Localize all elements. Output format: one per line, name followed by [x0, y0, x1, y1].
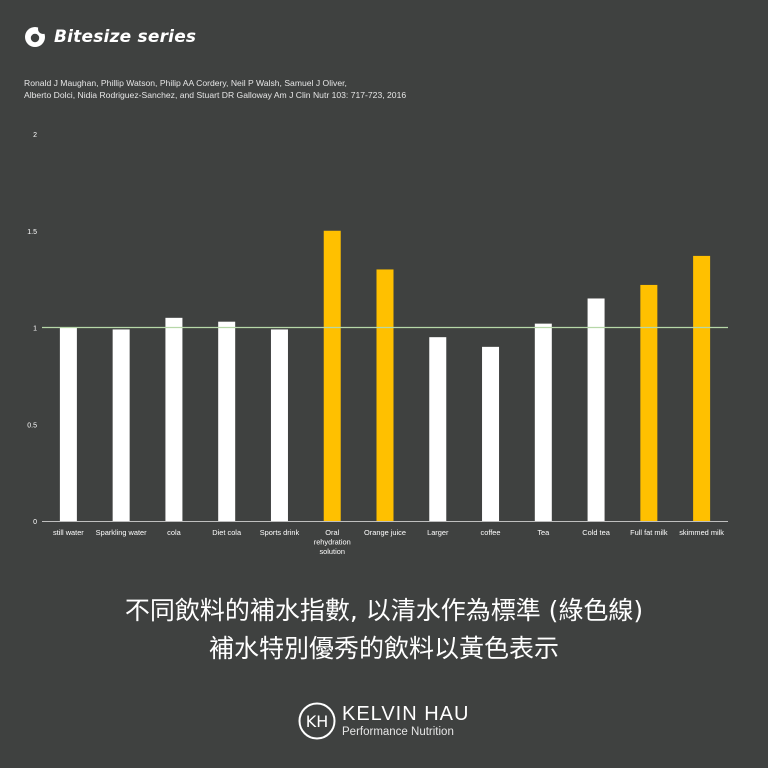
y-tick-label: 1 — [33, 326, 37, 333]
caption: 不同飲料的補水指數, 以清水作為標準 (綠色線) 補水特別優秀的飲料以黃色表示 — [0, 592, 768, 668]
x-tick-label: Sports drink — [260, 528, 300, 537]
y-tick-label: 0 — [33, 519, 37, 526]
caption-line-1: 不同飲料的補水指數, 以清水作為標準 (綠色線) — [124, 596, 644, 625]
x-tick-label: Tea — [537, 528, 550, 537]
bar-chart: 0 0.5 1 1.5 2 still water Sparkling water cola… — [27, 132, 728, 556]
bar — [482, 346, 500, 521]
citation: Ronald J Maughan, Phillip Watson, Philip… — [24, 78, 407, 100]
bar — [587, 298, 605, 521]
x-tick-label-line: Tea — [537, 528, 550, 537]
x-tick-label: Larger — [427, 528, 449, 537]
caption-line-2: 補水特別優秀的飲料以黃色表示 — [208, 634, 559, 663]
y-tick-label: 1.5 — [27, 229, 37, 236]
bar — [376, 269, 394, 521]
x-tick-label-line: skimmed milk — [679, 528, 724, 537]
x-tick-label-line: Cold tea — [582, 528, 610, 537]
brand-tagline: Performance Nutrition — [342, 726, 454, 738]
bar — [218, 321, 236, 521]
x-tick-label-line: rehydration — [314, 538, 351, 547]
x-tick-label-line: cola — [167, 528, 181, 537]
bar — [323, 230, 341, 521]
x-axis-labels: still water Sparkling water cola Diet cola S… — [53, 528, 724, 556]
bars — [59, 230, 711, 521]
y-tick-label: 2 — [33, 132, 37, 139]
brand-name: KELVIN HAU — [342, 703, 470, 725]
x-tick-label: skimmed milk — [679, 528, 724, 537]
x-tick-label-line: Full fat milk — [630, 528, 668, 537]
x-tick-label-line: Sports drink — [260, 528, 300, 537]
x-tick-label: Sparkling water — [96, 528, 147, 537]
bar — [429, 337, 447, 521]
y-tick-label: 0.5 — [27, 422, 37, 429]
bar — [59, 327, 77, 521]
series-header: Bitesize series — [24, 26, 196, 48]
x-tick-label-line: Diet cola — [212, 528, 242, 537]
x-tick-label: Cold tea — [582, 528, 610, 537]
y-axis-ticks: 0 0.5 1 1.5 2 — [27, 132, 37, 526]
bar — [640, 284, 658, 521]
bite-circle-icon — [25, 26, 46, 47]
x-tick-label-line: Larger — [427, 528, 449, 537]
bar — [112, 329, 130, 521]
x-tick-label-line: Oral — [325, 528, 339, 537]
x-tick-label: Orange juice — [364, 528, 406, 537]
kh-logo-icon: KH — [298, 702, 336, 740]
x-tick-label-line: Sparkling water — [96, 528, 147, 537]
x-tick-label: Oral rehydration solution — [314, 528, 351, 556]
bar — [693, 255, 711, 521]
x-tick-label: still water — [53, 528, 84, 537]
bar — [270, 329, 288, 521]
series-title: Bitesize series — [54, 27, 197, 47]
brand: KH KELVIN HAU Performance Nutrition — [298, 702, 469, 740]
brand-logo-text: KH — [306, 712, 329, 731]
x-tick-label-line: coffee — [481, 528, 501, 537]
x-tick-label: Full fat milk — [630, 528, 668, 537]
bar — [165, 317, 183, 521]
x-tick-label: cola — [167, 528, 181, 537]
x-tick-label-line: solution — [319, 547, 344, 556]
x-tick-label-line: Orange juice — [364, 528, 406, 537]
x-tick-label: Diet cola — [212, 528, 242, 537]
x-tick-label: coffee — [481, 528, 501, 537]
bar — [534, 323, 552, 521]
x-tick-label-line: still water — [53, 528, 84, 537]
